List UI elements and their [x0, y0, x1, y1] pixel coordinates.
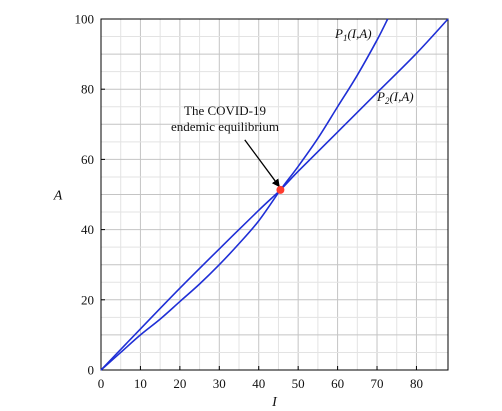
y-tick-label: 40 — [81, 222, 94, 237]
annotation-arrow — [244, 139, 280, 188]
y-tick-label: 100 — [75, 12, 95, 27]
x-tick-label: 40 — [252, 376, 265, 391]
x-tick-label: 70 — [371, 376, 384, 391]
annotation-text: endemic equilibrium — [171, 119, 279, 134]
plot-frame — [100, 18, 449, 371]
series-line-1 — [100, 18, 389, 371]
y-tick-label: 80 — [81, 82, 94, 97]
x-tick-label: 80 — [410, 376, 423, 391]
x-axis-label: I — [271, 395, 278, 410]
x-tick-label: 30 — [213, 376, 226, 391]
x-tick-label: 0 — [98, 376, 105, 391]
y-axis-label: A — [53, 189, 63, 204]
x-tick-label: 20 — [173, 376, 186, 391]
x-tick-label: 10 — [134, 376, 147, 391]
series-label-1: P1(I,A) — [334, 26, 372, 43]
annotation-text: The COVID-19 — [184, 103, 266, 118]
y-tick-label: 20 — [81, 292, 94, 307]
ticks: 0 10 20 30 40 50 60 70 80 0 20 40 60 80 100 — [75, 12, 423, 392]
y-tick-label: 60 — [81, 152, 94, 167]
y-tick-label: 0 — [88, 363, 95, 378]
equilibrium-point — [276, 185, 285, 194]
series-label-2: P2(I,A) — [376, 89, 414, 106]
x-tick-label: 50 — [292, 376, 305, 391]
x-tick-label: 60 — [331, 376, 344, 391]
